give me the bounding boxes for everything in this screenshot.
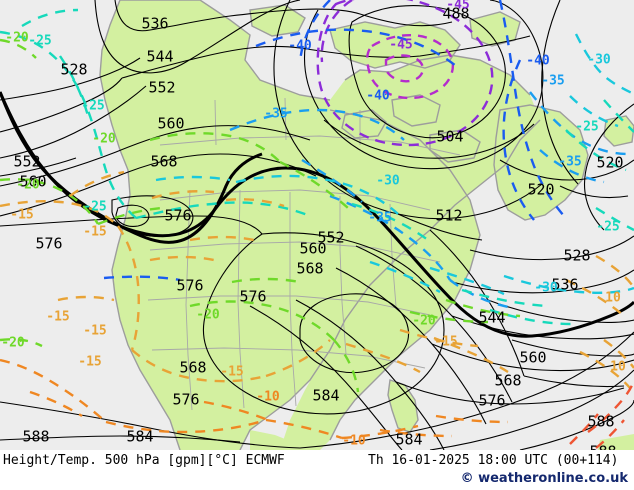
temperature-contour-layer: [0, 0, 634, 449]
chart-title: Height/Temp. 500 hPa [gpm][°C] ECMWF: [3, 453, 285, 468]
height-contour-layer: [0, 0, 634, 450]
weather-map[interactable]: 536 488 528 544 552 552 560 560 568 504 520 520 512 5…: [0, 0, 634, 450]
isotherm-minus40: [103, 0, 565, 282]
copyright-label: © weatheronline.co.uk: [460, 471, 628, 486]
chart-footer: Height/Temp. 500 hPa [gpm][°C] ECMWF Th …: [0, 450, 634, 490]
isotherm-minus50: [366, 34, 455, 100]
isotherm-minus15: [0, 170, 634, 389]
isotherm-minus20: [0, 38, 521, 393]
isotherm-minus10: [0, 358, 509, 440]
isotherm-minus35: [229, 91, 629, 310]
isotherm-minus30: [155, 33, 634, 296]
valid-time-label: Th 16-01-2025 18:00 UTC (00+114): [368, 453, 619, 468]
map-svg: [0, 0, 634, 450]
isotherm-minus45: [316, 0, 494, 147]
isotherm-minus5: [569, 379, 634, 449]
isotherm-minus25: [0, 8, 634, 326]
political-border-layer: [147, 97, 461, 411]
